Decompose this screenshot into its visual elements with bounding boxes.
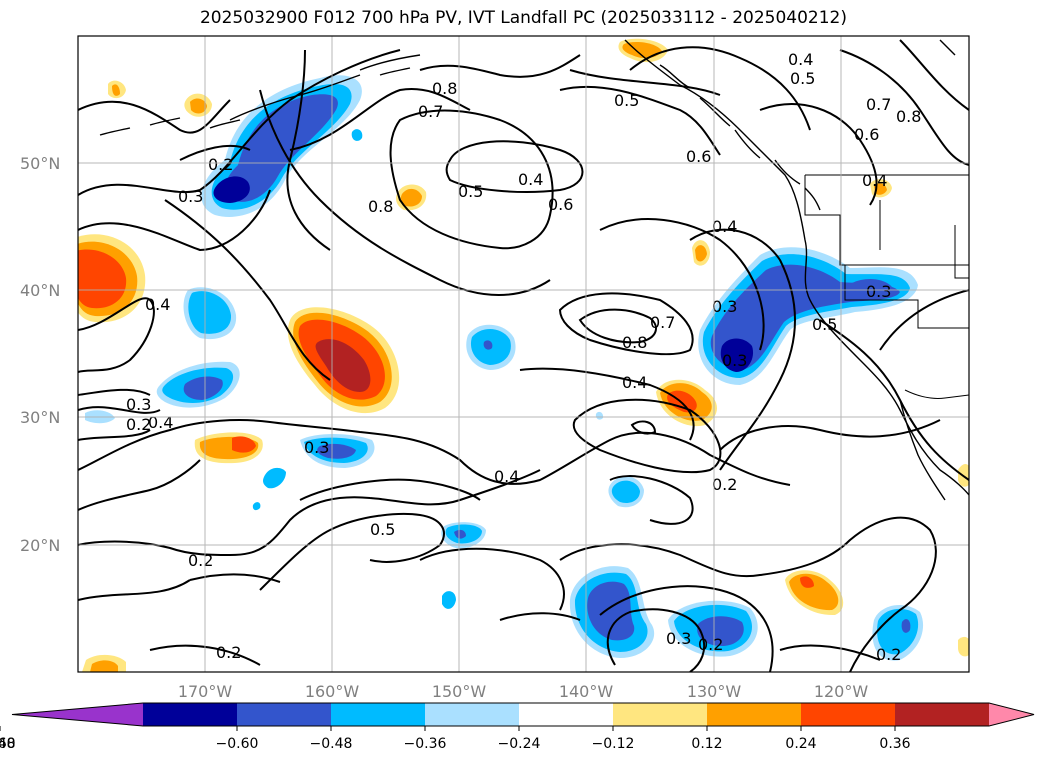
contour-label: 0.3 <box>666 629 691 648</box>
contour-label: 0.6 <box>686 147 711 166</box>
colorbar: −0.60 −0.48 −0.36 −0.24 −0.12 0.12 0.24 0.36 0.4… <box>0 702 1035 752</box>
contour-label: 0.6 <box>854 125 879 144</box>
colorbar-segment <box>519 703 614 726</box>
contour-label: 0.4 <box>494 467 519 486</box>
contour-label: 0.5 <box>790 69 815 88</box>
contour-label: 0.2 <box>208 155 233 174</box>
negative-anomaly-blobs-west <box>85 287 375 511</box>
contour-labels: 0.8 0.7 0.5 0.4 0.6 0.4 0.5 0.8 0.3 0.2 … <box>126 50 921 664</box>
map-title: 2025032900 F012 700 hPa PV, IVT Landfall… <box>199 8 847 28</box>
contour-label: 0.2 <box>712 475 737 494</box>
colorbar-tick-label: 0.36 <box>879 736 910 752</box>
colorbar-segment <box>613 703 708 726</box>
lat-label: 40°N <box>20 281 60 300</box>
coastlines <box>99 39 969 501</box>
lon-label: 150°W <box>432 682 487 701</box>
contour-label: 0.4 <box>518 170 543 189</box>
contour-label: 0.8 <box>896 107 921 126</box>
lat-label: 30°N <box>20 408 60 427</box>
colorbar-segment <box>237 703 332 726</box>
colorbar-tick-label: −0.24 <box>498 736 541 752</box>
graticule <box>78 36 969 672</box>
colorbar-tick-label: −0.48 <box>310 736 353 752</box>
contour-label: 0.2 <box>126 415 151 434</box>
lon-label: 120°W <box>814 682 869 701</box>
contour-label: 0.8 <box>432 79 457 98</box>
contour-label: 0.2 <box>216 643 241 662</box>
contour-label: 0.5 <box>614 91 639 110</box>
contour-label: 0.6 <box>548 195 573 214</box>
contour-label: 0.4 <box>862 171 887 190</box>
contour-label: 0.3 <box>712 297 737 316</box>
colorbar-tick-label: −0.12 <box>592 736 635 752</box>
map-frame <box>77 35 970 673</box>
colorbar-tick-label: −0.60 <box>216 736 259 752</box>
contour-label: 0.2 <box>698 635 723 654</box>
colorbar-tick-label: −0.36 <box>404 736 447 752</box>
colorbar-segment <box>707 703 802 726</box>
contour-label: 0.4 <box>148 413 173 432</box>
lat-label: 20°N <box>20 536 60 555</box>
negative-anomaly-blobs-central <box>441 324 644 609</box>
positive-anomaly-west <box>78 234 146 323</box>
colorbar-segment <box>801 703 896 726</box>
contour-label: 0.7 <box>866 95 891 114</box>
political-borders <box>804 174 969 399</box>
contour-label: 0.8 <box>622 333 647 352</box>
shaded-anomalies <box>78 38 969 672</box>
contour-label: 0.4 <box>622 373 647 392</box>
colorbar-extend-low <box>12 703 143 726</box>
contour-label: 0.4 <box>788 50 813 69</box>
lat-label: 50°N <box>20 154 60 173</box>
latitude-labels: 50°N 40°N 30°N 20°N <box>20 154 60 555</box>
contour-label: 0.4 <box>145 295 170 314</box>
map-panel: 0.8 0.7 0.5 0.4 0.6 0.4 0.5 0.8 0.3 0.2 … <box>78 36 969 672</box>
contour-label: 0.3 <box>304 438 329 457</box>
lon-label: 170°W <box>178 682 233 701</box>
contour-label: 0.3 <box>126 395 151 414</box>
contour-label: 0.2 <box>876 645 901 664</box>
contour-label: 0.5 <box>812 315 837 334</box>
colorbar-tick-label: 0.12 <box>691 736 722 752</box>
contour-label: 0.7 <box>650 313 675 332</box>
lon-label: 130°W <box>687 682 742 701</box>
negative-anomaly-blobs-south <box>569 566 924 661</box>
positive-anomaly-central <box>287 307 400 414</box>
contour-label: 0.3 <box>866 282 891 301</box>
contour-label: 0.4 <box>712 217 737 236</box>
colorbar-outline <box>11 702 1035 727</box>
contour-label: 0.7 <box>418 102 443 121</box>
contour-label: 0.3 <box>722 351 747 370</box>
colorbar-extend-high <box>989 703 1034 726</box>
colorbar-tick-label: 0.60 <box>0 736 16 752</box>
contour-label: 0.2 <box>188 551 213 570</box>
colorbar-segment <box>425 703 520 726</box>
longitude-labels: 170°W 160°W 150°W 140°W 130°W 120°W <box>178 682 869 701</box>
lon-label: 160°W <box>305 682 360 701</box>
colorbar-tick-label: 0.48 <box>0 736 16 752</box>
colorbar-tick-label: 0.24 <box>785 736 816 752</box>
lon-label: 140°W <box>559 682 614 701</box>
contour-label: 0.5 <box>370 520 395 539</box>
positive-anomaly-east <box>618 38 969 657</box>
colorbar-segment <box>331 703 426 726</box>
contour-label: 0.5 <box>458 182 483 201</box>
colorbar-segment <box>143 703 238 726</box>
contour-label: 0.3 <box>178 187 203 206</box>
contour-label: 0.8 <box>368 197 393 216</box>
pv-contours <box>78 39 969 672</box>
colorbar-segment <box>895 703 990 726</box>
